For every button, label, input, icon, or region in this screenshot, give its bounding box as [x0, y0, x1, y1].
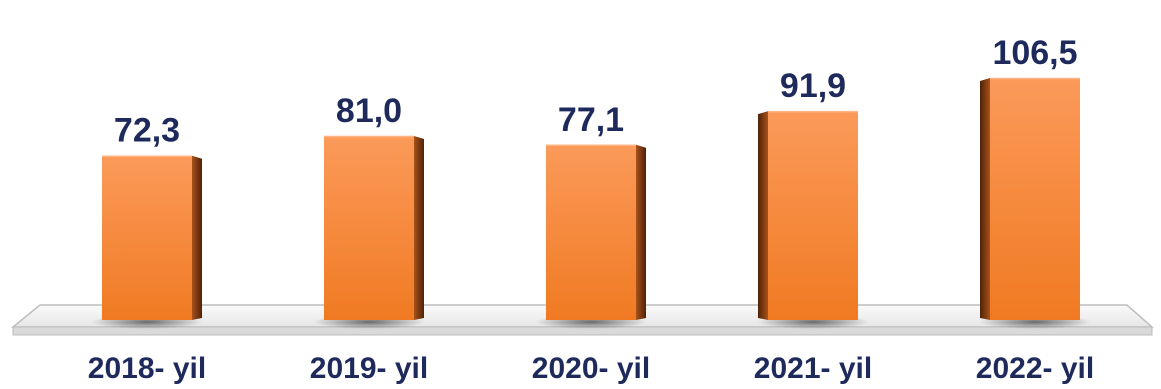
bar-side-face	[192, 155, 202, 320]
bar-2019	[313, 135, 425, 329]
bar-side-face	[980, 78, 990, 320]
bar-side-face	[758, 111, 768, 320]
bars	[91, 77, 1091, 329]
bar-front-face	[324, 135, 414, 320]
floor-edge	[12, 326, 1153, 336]
bar-front-face	[768, 111, 858, 320]
bar-2021	[757, 110, 869, 329]
x-tick-label: 2021- yil	[754, 352, 872, 385]
data-label: 106,5	[992, 34, 1077, 72]
bar-2020	[535, 144, 647, 329]
x-axis-tick-labels: 2018- yil 2019- yil 2020- yil 2021- yil 2022…	[88, 352, 1094, 385]
bar-side-face	[636, 144, 646, 320]
x-tick-label: 2018- yil	[88, 352, 206, 385]
bar-2022	[979, 77, 1091, 329]
x-tick-label: 2022- yil	[976, 352, 1094, 385]
data-labels: 72,3 81,0 77,1 91,9 106,5	[114, 34, 1078, 150]
x-tick-label: 2019- yil	[310, 352, 428, 385]
x-tick-label: 2020- yil	[532, 352, 650, 385]
bar-front-face	[546, 144, 636, 320]
data-label: 81,0	[336, 92, 402, 130]
bar-side-face	[414, 135, 424, 320]
bar-2018	[91, 155, 203, 329]
data-label: 91,9	[780, 67, 846, 105]
bar-front-face	[990, 78, 1080, 320]
data-label: 72,3	[114, 112, 180, 150]
bar-front-face	[102, 155, 192, 320]
data-label: 77,1	[558, 101, 624, 139]
